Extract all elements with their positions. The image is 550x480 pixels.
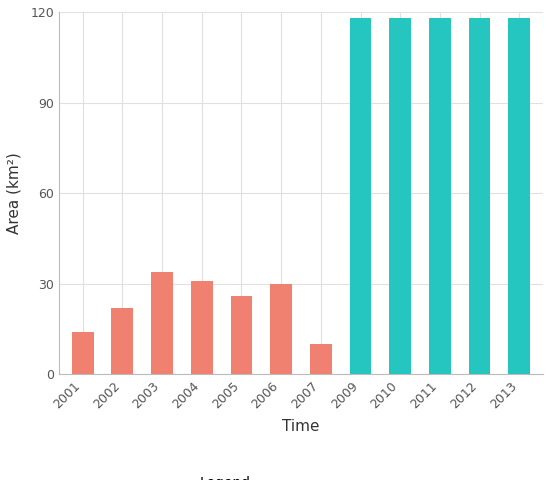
Bar: [270, 284, 292, 374]
Bar: [230, 296, 252, 374]
Bar: [429, 18, 451, 374]
Bar: [310, 344, 332, 374]
Y-axis label: Area (km²): Area (km²): [7, 152, 22, 234]
Bar: [389, 18, 411, 374]
Legend: Degradation, Pasture: Degradation, Pasture: [196, 472, 406, 480]
Bar: [151, 272, 173, 374]
Bar: [350, 18, 371, 374]
X-axis label: Time: Time: [282, 420, 320, 434]
Bar: [191, 281, 213, 374]
Bar: [469, 18, 491, 374]
Bar: [508, 18, 530, 374]
Bar: [72, 332, 94, 374]
Bar: [112, 308, 133, 374]
